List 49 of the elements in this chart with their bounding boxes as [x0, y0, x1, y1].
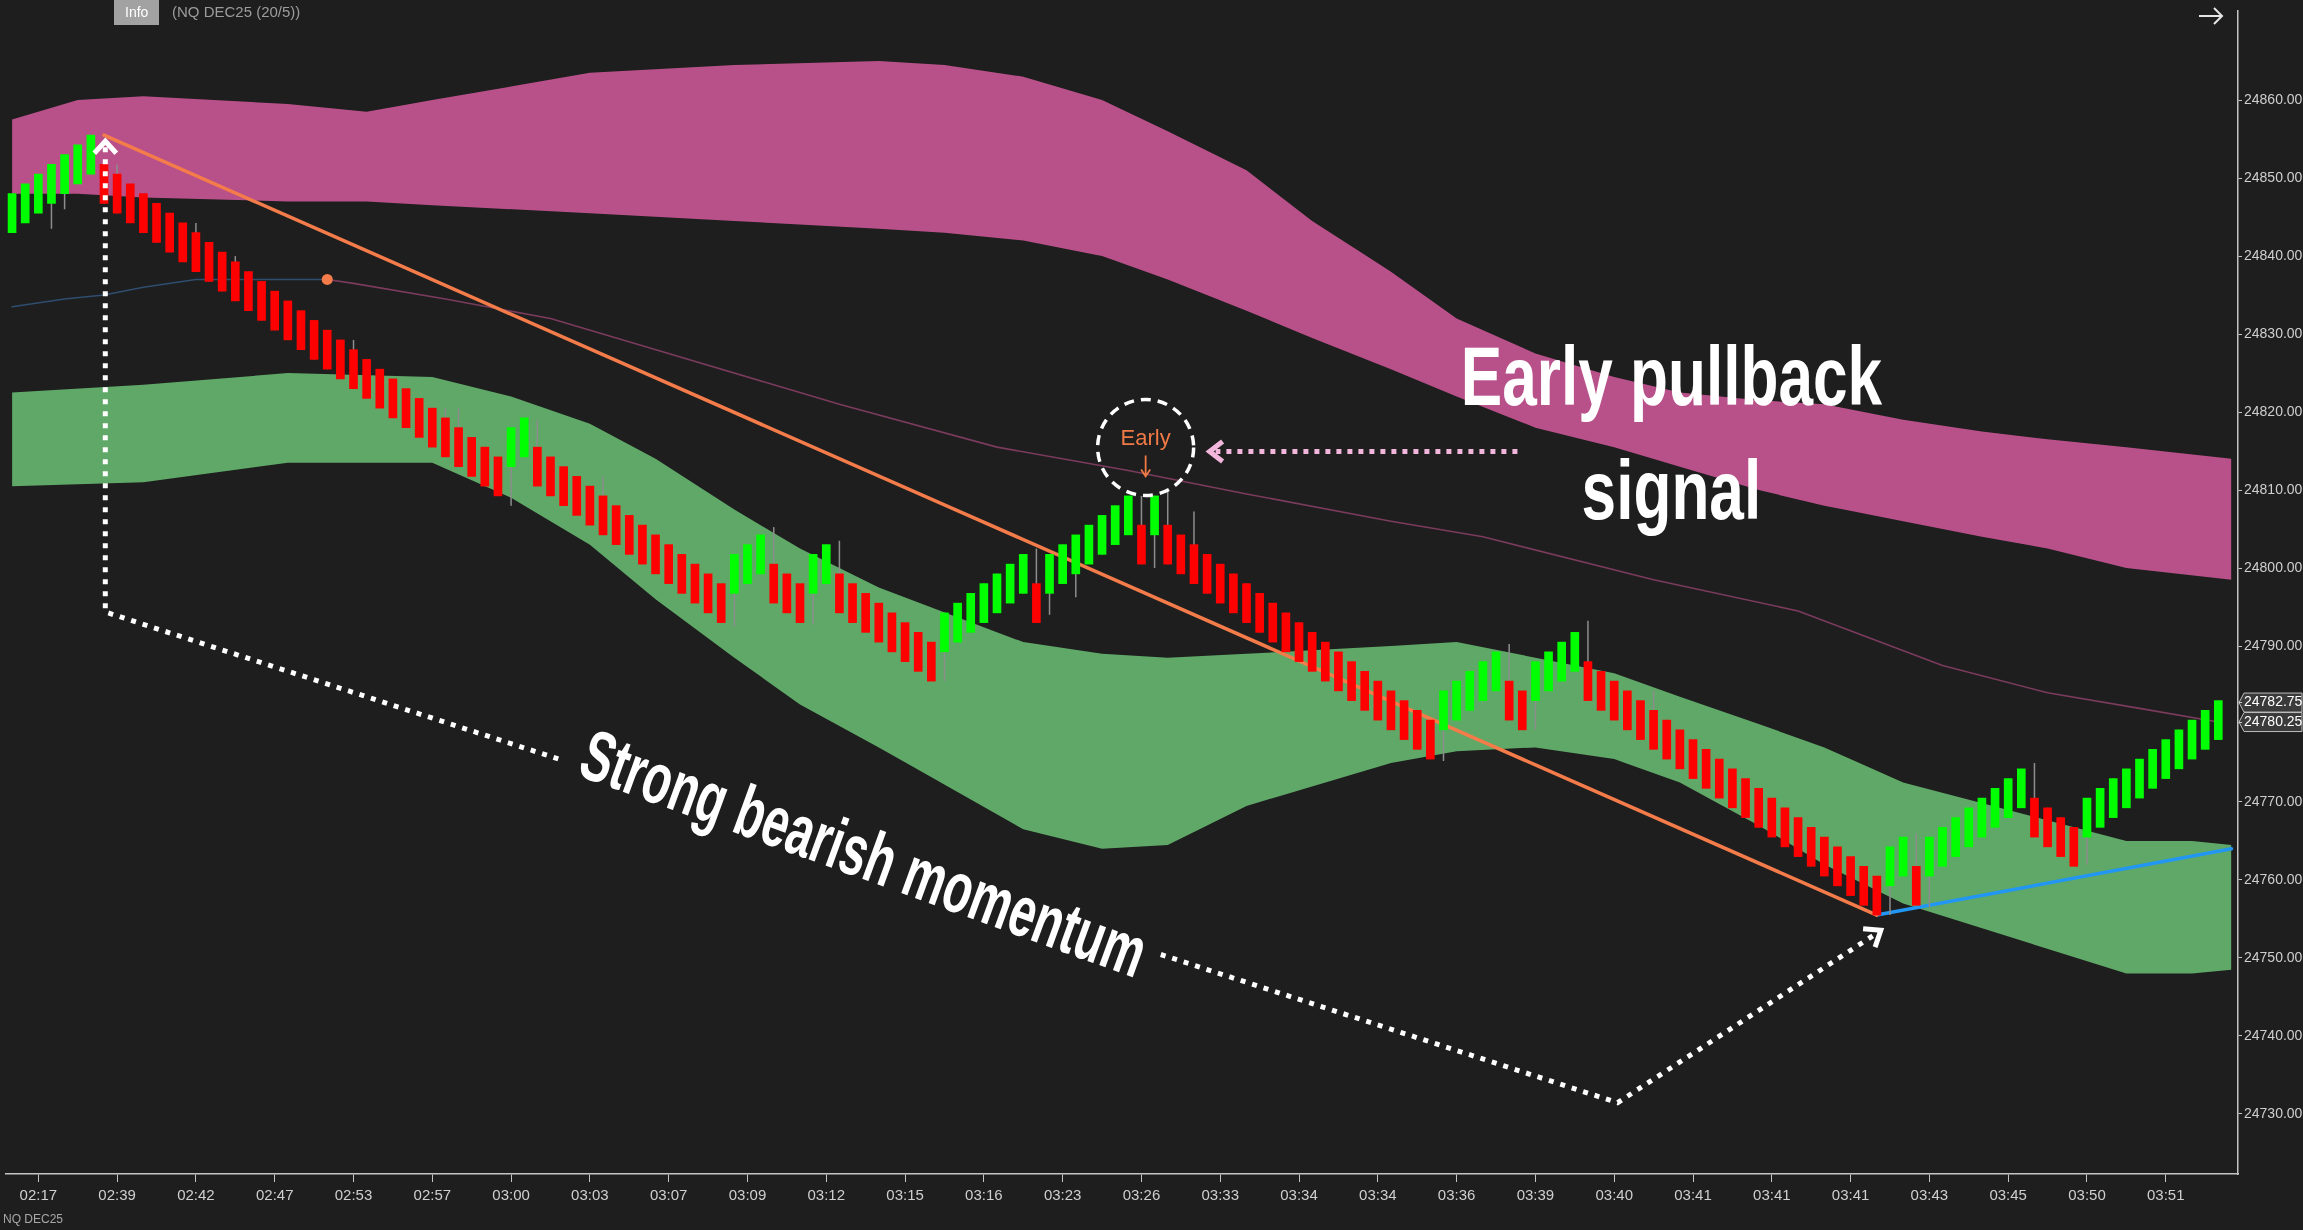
y-tick-label: 24830.00 [2244, 324, 2303, 341]
y-tick-label: 24850.00 [2244, 168, 2303, 185]
x-tick-label: 03:00 [492, 1186, 530, 1204]
x-tick-label: 03:15 [886, 1186, 924, 1204]
y-tick-label: 24740.00 [2244, 1026, 2303, 1043]
annotation: Early pullback signal [1460, 328, 1883, 537]
x-tick-label: 03:41 [1674, 1186, 1712, 1204]
x-tick-label: 02:53 [334, 1186, 373, 1204]
x-tick-label: 03:34 [1280, 1186, 1318, 1204]
x-tick-label: 03:07 [649, 1186, 688, 1204]
x-tick-label: 03:33 [1201, 1186, 1240, 1204]
x-tick-label: 03:26 [1122, 1186, 1161, 1204]
x-tick-label: 03:34 [1359, 1186, 1397, 1204]
x-tick-label: 03:43 [1910, 1186, 1949, 1204]
x-tick-label: 02:47 [255, 1186, 294, 1204]
x-tick-label: 03:51 [2147, 1186, 2185, 1204]
y-tick-label: 24810.00 [2244, 480, 2303, 497]
x-tick-label: 03:40 [1595, 1186, 1633, 1204]
y-tick-label: 24730.00 [2244, 1104, 2303, 1121]
x-tick-label: 03:45 [1989, 1186, 2027, 1204]
text: NQ DEC25 [3, 1212, 64, 1227]
x-tick-label: 02:39 [98, 1186, 136, 1204]
annotation: Early [1120, 424, 1171, 450]
x-tick-label: 03:12 [807, 1186, 846, 1204]
x-tick-label: 03:50 [2068, 1186, 2106, 1204]
x-tick-label: 03:39 [1516, 1186, 1555, 1204]
x-tick-label: 02:42 [177, 1186, 215, 1204]
x-tick-label: 03:16 [965, 1186, 1003, 1204]
x-tick-label: 03:41 [1831, 1186, 1870, 1204]
y-tick-label: 24860.00 [2244, 90, 2303, 107]
y-tick-label: 24750.00 [2244, 948, 2303, 965]
y-tick-label: 24820.00 [2244, 402, 2303, 419]
x-tick-label: 03:41 [1753, 1186, 1791, 1204]
x-tick-label: 03:36 [1437, 1186, 1476, 1204]
y-tick-label: 24840.00 [2244, 246, 2303, 263]
y-tick-label: 24800.00 [2244, 558, 2303, 575]
x-tick-label: 03:23 [1043, 1186, 1082, 1204]
y-tick-label: 24790.00 [2244, 636, 2303, 653]
tab: Info [114, 0, 160, 25]
y-tick-label: 24760.00 [2244, 870, 2303, 887]
chart-title: (NQ DEC25 (20/5)) [172, 3, 301, 21]
x-tick-label: 03:03 [571, 1186, 609, 1204]
x-tick-label: 03:09 [728, 1186, 767, 1204]
annotation: Strong bearish momentum [570, 713, 1158, 993]
x-tick-label: 02:17 [19, 1186, 58, 1204]
y-tick-label: 24780.25 [2244, 712, 2303, 729]
y-tick-label: 24770.00 [2244, 792, 2303, 809]
y-tick-label: 24782.75 [2244, 693, 2303, 710]
x-tick-label: 02:57 [413, 1186, 452, 1204]
